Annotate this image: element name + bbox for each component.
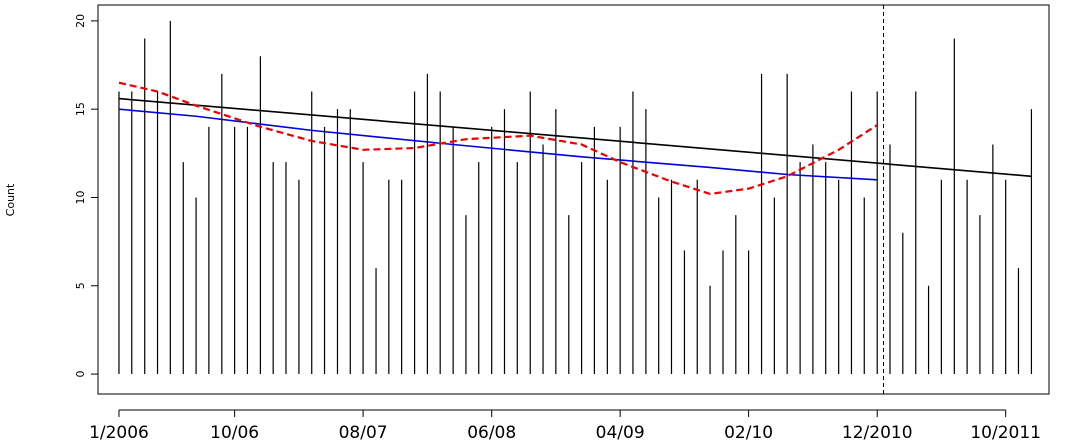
x-tick-label: 04/09 xyxy=(596,423,645,443)
x-tick-label: 08/07 xyxy=(339,423,388,443)
y-tick-label: 10 xyxy=(74,190,87,204)
y-axis-label: Count xyxy=(4,183,17,216)
smooth-curve xyxy=(118,81,878,196)
x-tick-label: 02/10 xyxy=(724,423,773,443)
y-tick-label: 15 xyxy=(74,102,87,116)
y-tick-label: 5 xyxy=(74,282,87,289)
y-tick-label: 0 xyxy=(74,371,87,378)
x-tick-label: 10/2011 xyxy=(970,423,1041,443)
y-tick-label: 20 xyxy=(74,14,87,28)
trend-line xyxy=(118,97,1032,178)
plot-frame xyxy=(97,4,1050,395)
x-tick-label: 10/06 xyxy=(210,423,259,443)
x-tick-label: 1/2006 xyxy=(89,423,149,443)
x-tick-label: 06/08 xyxy=(467,423,516,443)
trend-line xyxy=(118,108,878,181)
x-tick-label: 12/2010 xyxy=(842,423,913,443)
